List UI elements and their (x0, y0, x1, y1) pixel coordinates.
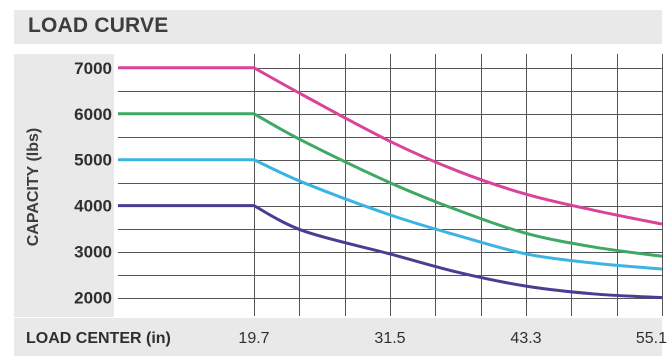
y-tick-label: 4000 (74, 197, 112, 216)
series-line-4 (118, 204, 663, 300)
y-tick-label: 6000 (74, 105, 112, 124)
chart-title: LOAD CURVE (28, 14, 169, 37)
series-line-2 (118, 112, 663, 258)
x-axis-band (14, 318, 662, 356)
y-tick-labels: 7000 6000 5000 4000 3000 2000 (74, 59, 112, 308)
x-tick-labels: 19.7 31.5 43.3 55.1 (238, 330, 667, 347)
x-tick-label: 19.7 (238, 330, 269, 347)
title-band (14, 10, 662, 44)
y-tick-label: 7000 (74, 59, 112, 78)
y-axis-band (14, 54, 114, 317)
y-tick-label: 3000 (74, 243, 112, 262)
series-lines (118, 66, 663, 300)
x-tick-label: 55.1 (636, 330, 667, 347)
x-axis-label: LOAD CENTER (in) (26, 330, 171, 347)
y-tick-label: 5000 (74, 151, 112, 170)
x-tick-label: 31.5 (374, 330, 405, 347)
y-axis-label: CAPACITY (lbs) (25, 128, 42, 247)
grid (118, 54, 663, 316)
y-tick-label: 2000 (74, 289, 112, 308)
series-line-3 (118, 158, 663, 271)
x-tick-label: 43.3 (510, 330, 541, 347)
series-line-1 (118, 66, 663, 226)
